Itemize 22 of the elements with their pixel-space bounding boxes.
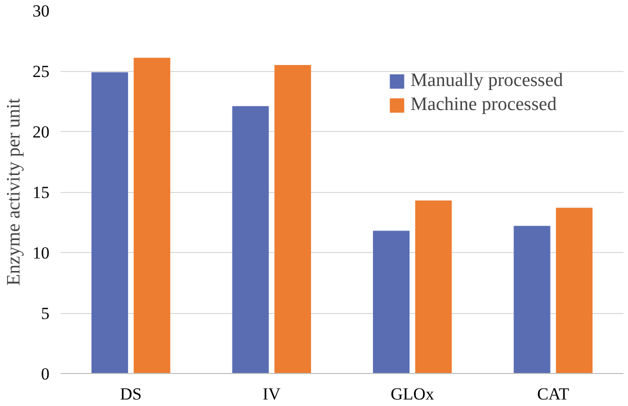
y-tick-label: 0 bbox=[41, 364, 50, 384]
bar bbox=[415, 200, 452, 374]
y-tick-label: 5 bbox=[41, 304, 50, 323]
x-tick-label: GLOx bbox=[390, 384, 435, 404]
legend-label: Manually processed bbox=[410, 70, 563, 92]
y-axis-title: Enzyme activity per unit bbox=[4, 98, 24, 286]
bar bbox=[91, 72, 128, 374]
y-tick-label: 20 bbox=[32, 122, 50, 142]
y-tick-label: 30 bbox=[32, 2, 50, 20]
bar bbox=[514, 226, 550, 374]
bar bbox=[274, 64, 312, 374]
bar bbox=[372, 230, 410, 374]
x-tick-label: DS bbox=[120, 384, 142, 404]
x-tick-label: CAT bbox=[537, 384, 570, 404]
y-tick-label: 10 bbox=[32, 244, 50, 262]
y-tick-label: 15 bbox=[32, 183, 50, 202]
y-tick-label: 25 bbox=[32, 62, 50, 81]
bar bbox=[556, 208, 593, 374]
legend-label: Machine processed bbox=[410, 94, 557, 116]
bar bbox=[232, 106, 269, 374]
bar bbox=[134, 58, 170, 374]
x-tick-label: IV bbox=[262, 384, 282, 404]
